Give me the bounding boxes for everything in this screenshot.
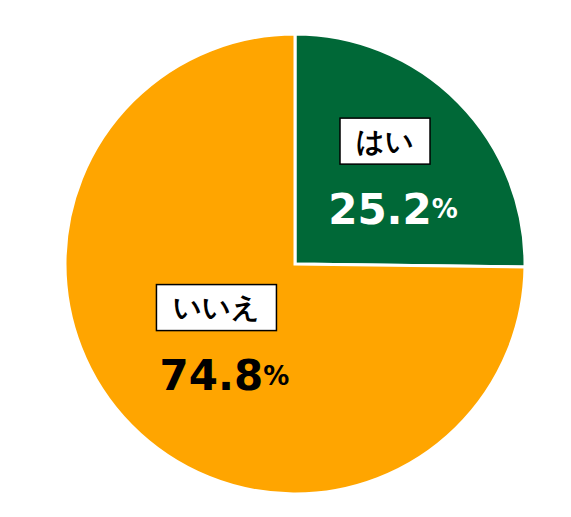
svg-text:25.2%: 25.2% (328, 185, 458, 234)
svg-text:74.8%: 74.8% (160, 351, 290, 400)
svg-text:はい: はい (356, 125, 414, 158)
svg-text:いいえ: いいえ (173, 291, 260, 324)
